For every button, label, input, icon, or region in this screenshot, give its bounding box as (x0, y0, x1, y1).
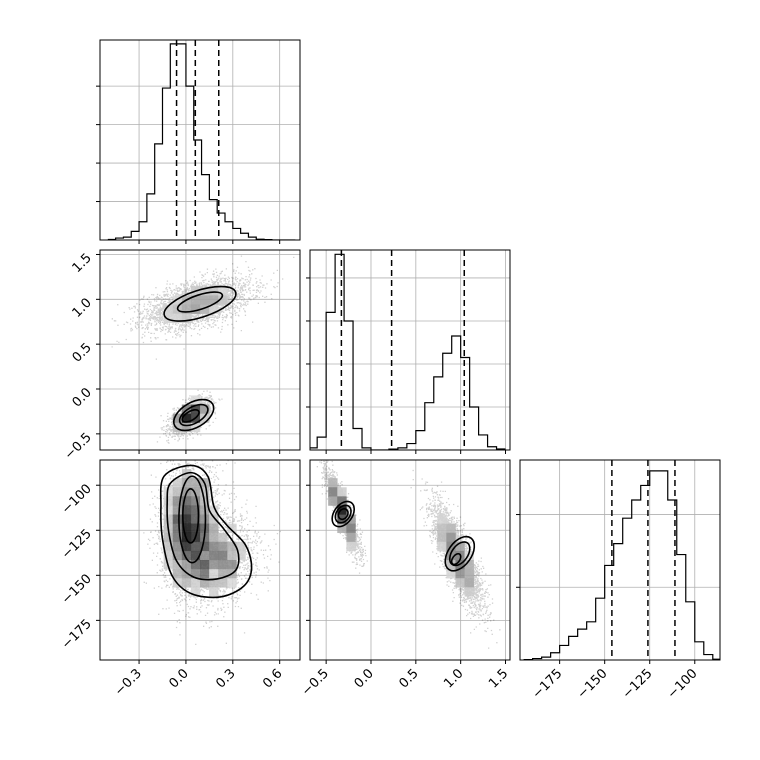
y-tick-label: 0.5 (70, 340, 95, 365)
histogram-step (523, 470, 720, 660)
x-tick-label: 1.5 (486, 666, 511, 691)
contour-line (178, 403, 209, 427)
panel-frame (309, 249, 511, 451)
y-tick-label: 1.5 (70, 251, 95, 276)
panel-background (520, 460, 720, 660)
joint-plot-area (143, 460, 281, 646)
panel-frame (99, 249, 301, 451)
joint-panel-0: −0.5 0.0 0.5 1.0 1.5 (62, 249, 301, 463)
histogram-step (107, 43, 296, 240)
x-tick-label: −150 (575, 666, 611, 702)
x-tick-label: −0.3 (112, 666, 145, 699)
panel-frame (99, 39, 301, 241)
density-cells (163, 286, 228, 433)
y-tick-label: −0.5 (62, 430, 95, 463)
contour-line (337, 508, 349, 521)
x-tick-label: −0.5 (299, 666, 332, 699)
contour-line (176, 291, 224, 313)
panel-frame (519, 459, 721, 661)
panel-frame (309, 459, 511, 661)
contour-line (181, 409, 200, 423)
x-tick-label: 0.0 (352, 666, 377, 691)
contour-line (450, 552, 462, 566)
x-tick-label: −175 (530, 666, 566, 702)
histogram-panel-1 (306, 249, 511, 454)
x-tick-label: 0.0 (167, 666, 192, 691)
x-tick-label: 0.6 (260, 666, 285, 691)
contour-line (166, 471, 240, 581)
x-tick-label: −125 (620, 666, 656, 702)
y-tick-label: 0.0 (70, 385, 95, 410)
contour-line (334, 504, 352, 524)
contour-line (331, 500, 355, 528)
joint-panel-1: −0.3 0.0 0.3 0.6 −175 −150 −125 −100 (59, 459, 301, 699)
y-tick-label: −150 (59, 572, 95, 608)
joint-plot-area (111, 255, 295, 444)
x-tick-label: 1.0 (441, 666, 466, 691)
histogram-panel-2: −175 −150 −125 −100 (516, 459, 721, 702)
contour-line (444, 535, 476, 572)
y-tick-label: −100 (59, 481, 95, 517)
histogram-panel-0 (96, 39, 301, 244)
contour-line (182, 488, 200, 544)
contour-line (159, 464, 253, 599)
y-tick-label: −175 (59, 617, 95, 653)
y-tick-label: −125 (59, 526, 95, 562)
joint-plot-area (316, 460, 501, 649)
contour-line (172, 398, 215, 432)
panel-background (310, 250, 510, 450)
y-tick-label: 1.0 (70, 296, 95, 321)
x-tick-label: 0.3 (213, 666, 238, 691)
histogram-step (310, 253, 506, 450)
contour-line (163, 285, 237, 322)
x-tick-label: −100 (665, 666, 701, 702)
x-tick-label: 0.5 (396, 666, 421, 691)
joint-panel-2: −0.5 0.0 0.5 1.0 1.5 (299, 459, 511, 699)
contour-line (178, 475, 207, 564)
panel-frame (99, 459, 301, 661)
